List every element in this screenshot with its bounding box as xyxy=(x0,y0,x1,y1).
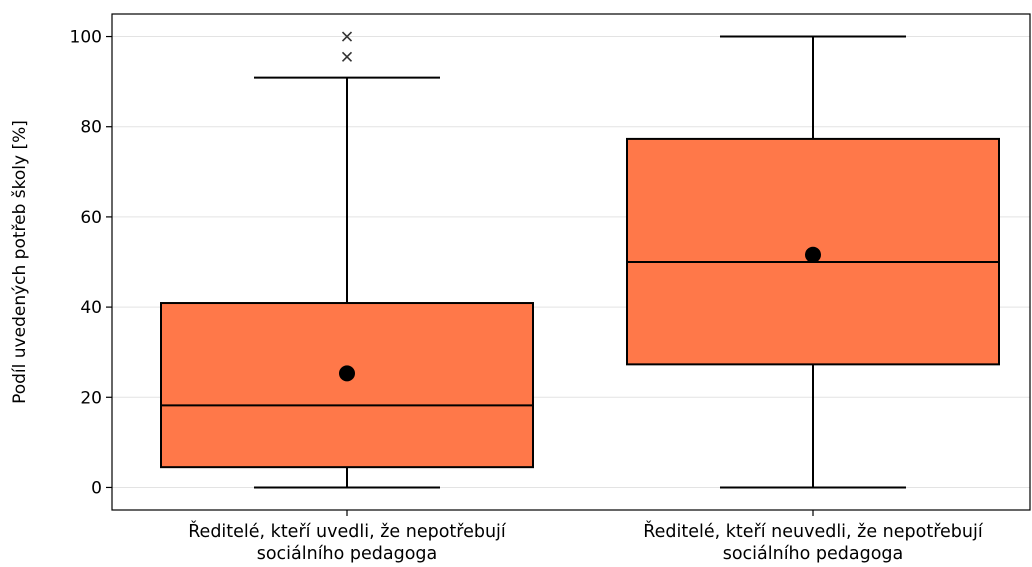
x-category-label-line: Ředitelé, kteří uvedli, že nepotřebují xyxy=(188,520,507,542)
y-tick-label: 60 xyxy=(80,208,102,228)
x-axis: Ředitelé, kteří uvedli, že nepotřebují so… xyxy=(188,510,984,564)
y-axis: 0 20 40 60 80 100 xyxy=(70,28,112,498)
y-tick-label: 20 xyxy=(80,388,102,408)
mean-marker xyxy=(805,246,821,263)
outlier-marker xyxy=(341,31,353,42)
outlier-stroke xyxy=(341,51,353,62)
x-category-label-line: sociálního pedagoga xyxy=(723,544,904,564)
outlier-stroke xyxy=(341,31,353,42)
plot-frame xyxy=(111,13,1031,511)
y-tick-label: 0 xyxy=(91,478,102,498)
x-category-label: Ředitelé, kteří neuvedli, že nepotřebují… xyxy=(643,520,984,564)
y-axis-label: Podíl uvedených potřeb školy [%] xyxy=(10,120,30,404)
y-tick-label: 40 xyxy=(80,298,102,318)
x-category-label-line: Ředitelé, kteří neuvedli, že nepotřebují xyxy=(643,520,984,542)
y-tick-label: 80 xyxy=(80,118,102,138)
box-group xyxy=(160,31,534,489)
mean-marker xyxy=(339,365,355,382)
x-category-label: Ředitelé, kteří uvedli, že nepotřebují so… xyxy=(188,520,507,564)
boxes xyxy=(160,31,1000,489)
box-group xyxy=(626,35,1000,489)
x-category-label-line: sociálního pedagoga xyxy=(257,544,438,564)
y-tick-label: 100 xyxy=(70,28,102,48)
outlier-marker xyxy=(341,51,353,62)
box-iqr xyxy=(160,302,534,469)
